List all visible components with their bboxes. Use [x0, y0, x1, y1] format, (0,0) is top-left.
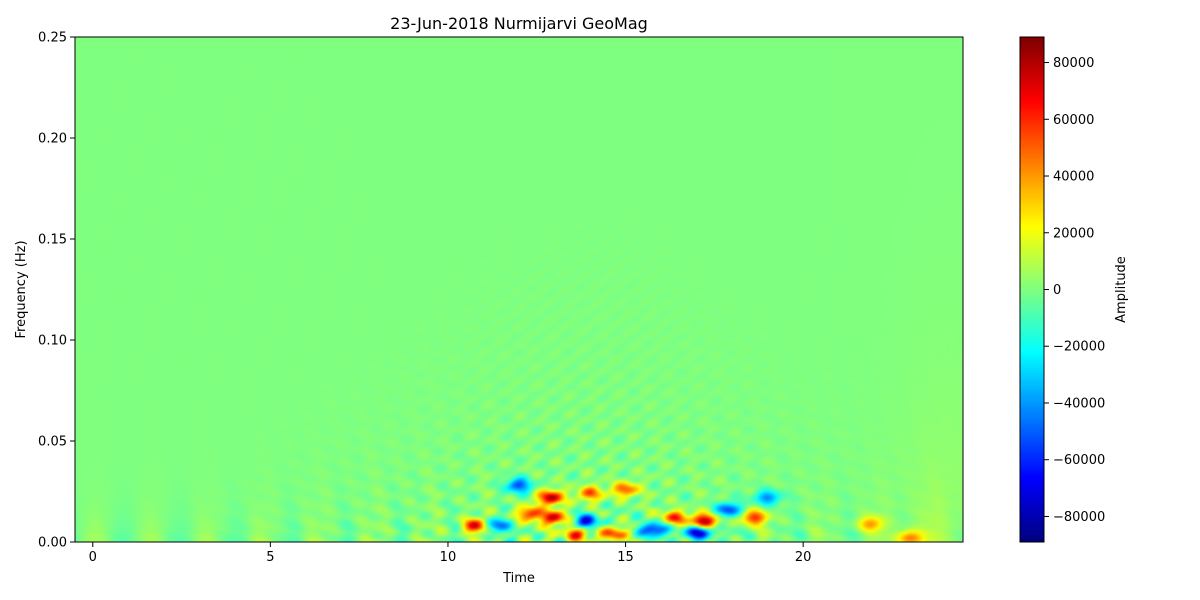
- x-tick-label: 5: [266, 550, 274, 565]
- colorbar-tick-label: 80000: [1053, 56, 1094, 71]
- colorbar-tick-label: −20000: [1053, 340, 1105, 355]
- y-tick-label: 0.15: [38, 233, 67, 248]
- heatmap-image: [75, 37, 963, 542]
- colorbar-tick-label: 40000: [1053, 170, 1094, 185]
- colorbar-tick-label: 60000: [1053, 113, 1094, 128]
- x-axis-label: Time: [502, 571, 535, 586]
- colorbar-tick-label: −80000: [1053, 510, 1105, 525]
- x-tick-label: 20: [795, 550, 812, 565]
- colorbar-tick-label: 0: [1053, 283, 1061, 298]
- x-tick-label: 0: [89, 550, 97, 565]
- y-axis: 0.00 0.05 0.10 0.15 0.20 0.25: [38, 31, 75, 551]
- colorbar-label: Amplitude: [1114, 256, 1129, 323]
- colorbar-tick-label: 20000: [1053, 226, 1094, 241]
- colorbar-tick-label: −60000: [1053, 453, 1105, 468]
- colorbar: 80000 60000 40000 20000 0 −20000 −40000 −60000 −…: [1019, 36, 1129, 543]
- y-tick-label: 0.00: [38, 536, 67, 551]
- y-tick-label: 0.20: [38, 132, 67, 147]
- y-axis-label: Frequency (Hz): [14, 240, 29, 338]
- x-tick-label: 10: [440, 550, 457, 565]
- chart-title: 23-Jun-2018 Nurmijarvi GeoMag: [390, 14, 648, 33]
- y-tick-label: 0.05: [38, 435, 67, 450]
- colorbar-tick-label: −40000: [1053, 396, 1105, 411]
- x-axis: 0 5 10 15 20: [89, 542, 812, 565]
- colorbar-ticks: 80000 60000 40000 20000 0 −20000 −40000 −60000 −…: [1044, 56, 1105, 525]
- plot-frame: [74, 36, 964, 543]
- plot-area: [74, 36, 964, 543]
- colorbar-gradient: [1020, 37, 1044, 542]
- y-tick-label: 0.10: [38, 334, 67, 349]
- x-tick-label: 15: [617, 550, 634, 565]
- y-tick-label: 0.25: [38, 31, 67, 46]
